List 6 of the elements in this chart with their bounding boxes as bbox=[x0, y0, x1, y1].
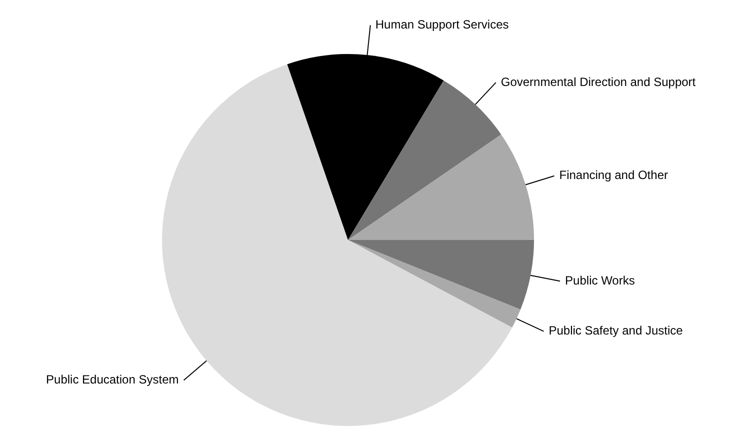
slice-label: Public Education System bbox=[46, 372, 179, 387]
slice-label: Human Support Services bbox=[375, 17, 509, 32]
slice-label: Governmental Direction and Support bbox=[500, 74, 696, 89]
slice-label: Public Safety and Justice bbox=[548, 324, 684, 338]
slice-label: Public Works bbox=[565, 273, 635, 288]
slice-label: Financing and Other bbox=[559, 168, 668, 182]
